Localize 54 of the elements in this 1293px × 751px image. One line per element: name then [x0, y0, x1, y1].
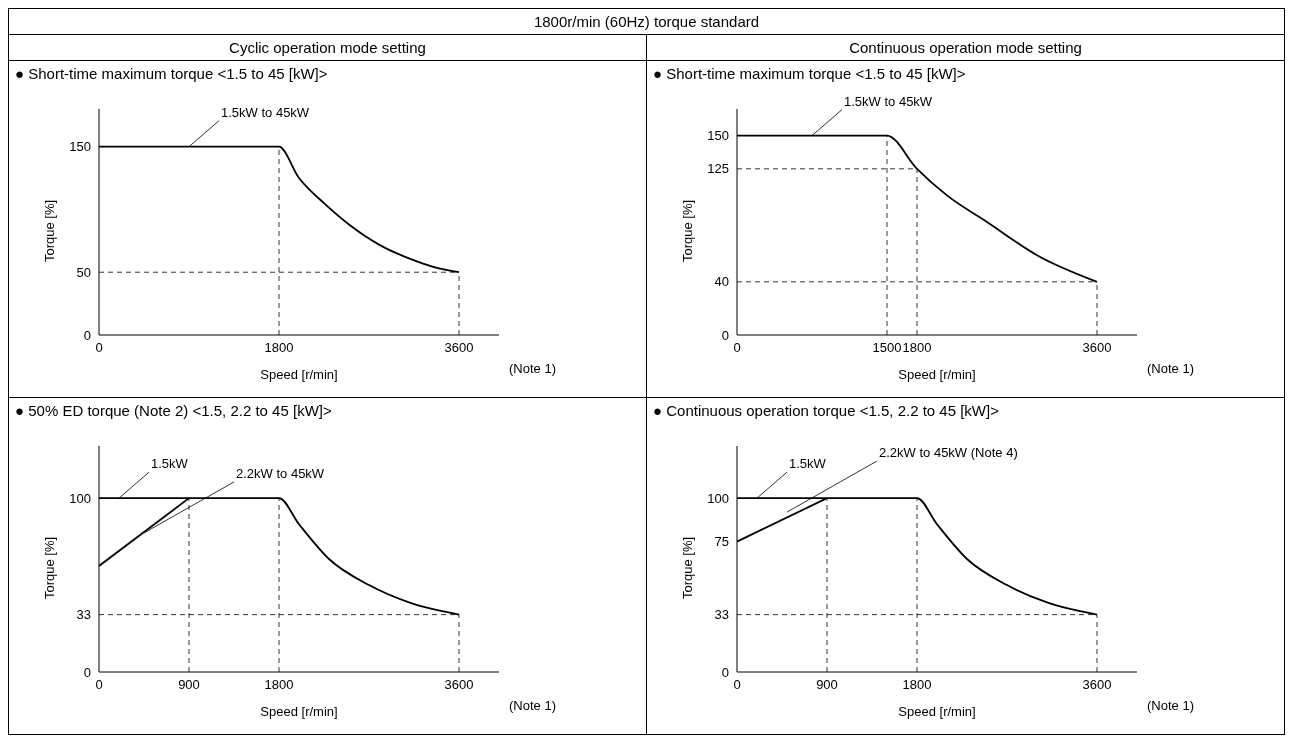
text: Cyclic operation mode setting	[8, 34, 647, 61]
y-tick-label: 33	[714, 607, 729, 623]
text: 1800r/min (60Hz) torque standard	[8, 8, 1285, 35]
x-tick-label: 0	[95, 340, 103, 356]
text: Continuous operation mode setting	[646, 34, 1285, 61]
chart-title: ● 50% ED torque (Note 2) <1.5, 2.2 to 45 [kW]>	[14, 401, 333, 421]
y-tick-label: 150	[707, 128, 729, 144]
annotation: 1.5kW	[789, 456, 827, 472]
y-tick-label: 100	[707, 490, 729, 506]
annotation: 2.2kW to 45kW	[236, 465, 325, 481]
x-tick-label: 0	[95, 677, 103, 693]
y-tick-label: 50	[76, 264, 91, 280]
y-axis-title: Torque [%]	[41, 536, 57, 599]
x-tick-label: 900	[816, 677, 838, 693]
y-tick-label: 0	[721, 664, 729, 680]
x-tick-label: 3600	[444, 677, 474, 693]
text: (Note 1)	[509, 361, 556, 376]
x-axis-title: Speed [r/min]	[898, 704, 976, 719]
y-tick-label: 100	[69, 490, 91, 506]
x-tick-label: 1800	[264, 677, 294, 693]
text: (Note 1)	[1147, 361, 1194, 376]
chart-title: ● Continuous operation torque <1.5, 2.2 to 45 [kW]>	[652, 401, 1000, 421]
y-tick-label: 0	[721, 327, 729, 343]
x-tick-label: 1800	[902, 340, 932, 356]
y-tick-label: 125	[707, 161, 729, 177]
x-tick-label: 3600	[444, 340, 474, 356]
annotation: 1.5kW to 45kW	[221, 104, 310, 120]
y-tick-label: 150	[69, 139, 91, 155]
x-axis-title: Speed [r/min]	[898, 367, 976, 382]
y-tick-label: 75	[714, 534, 729, 550]
annotation: 1.5kW to 45kW	[844, 93, 933, 109]
chart-title: ● Short-time maximum torque <1.5 to 45 [kW]>	[652, 64, 967, 84]
y-tick-label: 33	[76, 607, 91, 623]
annotation: 2.2kW to 45kW (Note 4)	[879, 445, 1018, 461]
x-tick-label: 0	[733, 677, 741, 693]
x-axis-title: Speed [r/min]	[260, 704, 338, 719]
x-tick-label: 1800	[264, 340, 294, 356]
y-axis-title: Torque [%]	[679, 199, 695, 262]
chart-title: ● Short-time maximum torque <1.5 to 45 [kW]>	[14, 64, 329, 84]
x-tick-label: 0	[733, 340, 741, 356]
annotation: 1.5kW	[151, 456, 189, 472]
y-axis-title: Torque [%]	[679, 536, 695, 599]
x-axis-title: Speed [r/min]	[260, 367, 338, 382]
x-tick-label: 1500	[872, 340, 902, 356]
text: (Note 1)	[509, 698, 556, 713]
x-tick-label: 1800	[902, 677, 932, 693]
y-tick-label: 0	[83, 327, 91, 343]
x-tick-label: 900	[178, 677, 200, 693]
y-tick-label: 0	[83, 664, 91, 680]
text: (Note 1)	[1147, 698, 1194, 713]
y-axis-title: Torque [%]	[41, 199, 57, 262]
x-tick-label: 3600	[1082, 677, 1112, 693]
y-tick-label: 40	[714, 274, 729, 290]
x-tick-label: 3600	[1082, 340, 1112, 356]
